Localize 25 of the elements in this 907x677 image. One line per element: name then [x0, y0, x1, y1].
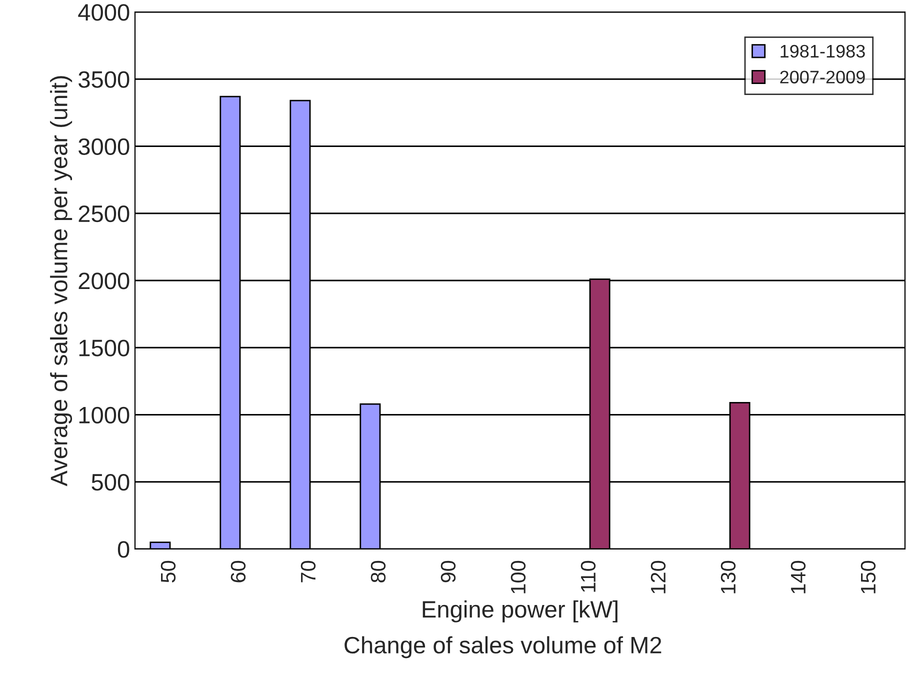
y-tick-label: 3500 — [78, 71, 130, 88]
x-tick-label: 100 — [510, 560, 526, 594]
y-tick-label: 1500 — [79, 340, 130, 356]
x-axis-title: Engine power [kW] — [422, 600, 618, 622]
y-tick-label: 1000 — [79, 406, 130, 424]
x-tick-label: 60 — [230, 560, 246, 582]
x-tick-label: 150 — [860, 560, 876, 594]
x-tick-label: 50 — [160, 560, 176, 582]
y-tick-label: 2500 — [78, 205, 130, 222]
y-tick-label: 2000 — [78, 272, 130, 290]
x-tick-label: 90 — [440, 560, 456, 582]
x-tick-label: 110 — [580, 560, 596, 592]
y-tick-label: 3000 — [78, 138, 130, 156]
y-tick-label: 0 — [118, 541, 130, 558]
legend-label: 1981-1983 — [780, 44, 865, 58]
x-tick-label: 140 — [790, 560, 806, 594]
y-tick-label: 4000 — [78, 4, 130, 21]
x-tick-label: 130 — [720, 560, 736, 594]
x-tick-label: 120 — [650, 560, 666, 594]
x-tick-label: 80 — [370, 560, 386, 582]
legend-label: 2007-2009 — [780, 70, 865, 84]
y-axis-title: Average of sales volume per year (unit) — [50, 76, 72, 486]
y-tick-label: 500 — [92, 474, 130, 491]
text: Change of sales volume of M2 — [344, 636, 662, 658]
x-tick-label: 70 — [300, 560, 316, 582]
